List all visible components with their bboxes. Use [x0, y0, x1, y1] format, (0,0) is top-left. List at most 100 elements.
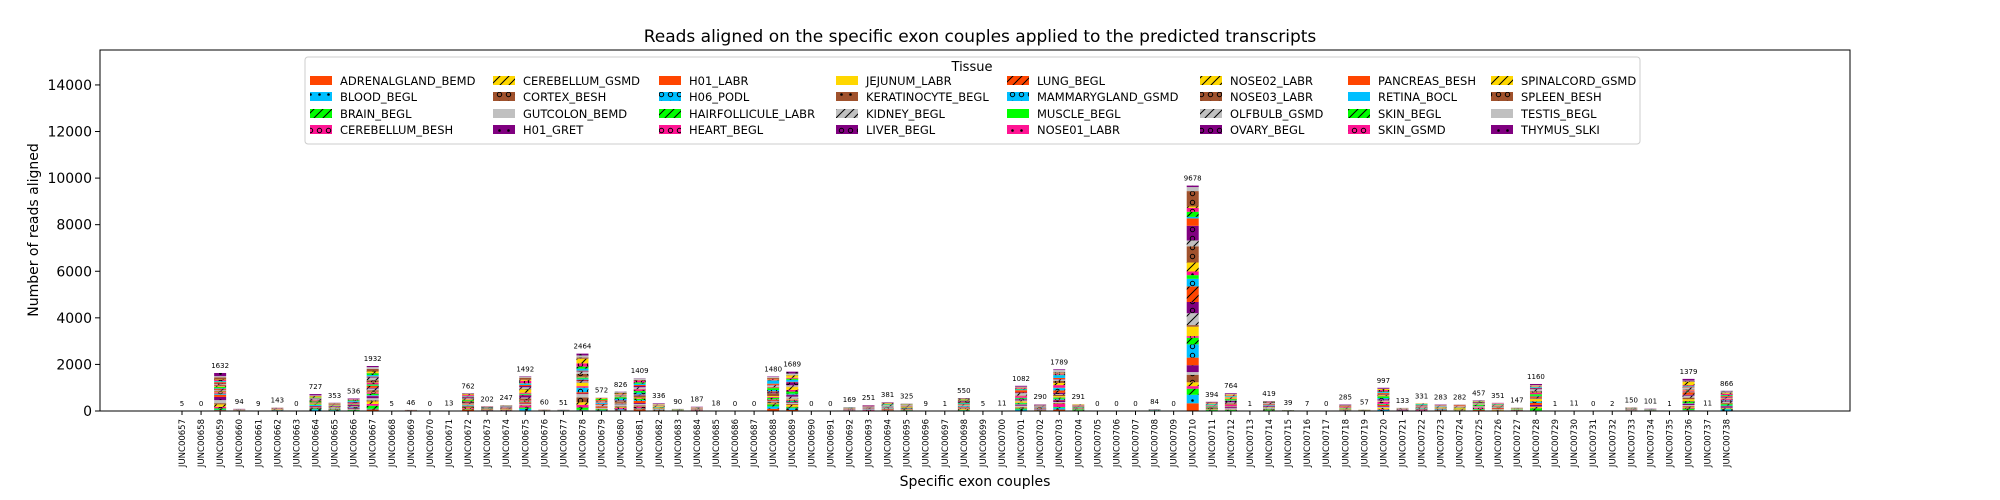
legend-swatch	[659, 109, 681, 118]
legend-title: Tissue	[951, 60, 993, 75]
bar-segment	[767, 399, 780, 401]
bar-stack	[1434, 404, 1447, 411]
bar-segment	[767, 378, 780, 380]
bar-segment	[1377, 409, 1390, 411]
x-tick-label: JUNC00667	[369, 419, 379, 468]
x-axis-label: Specific exon couples	[900, 474, 1051, 490]
legend-swatch	[310, 109, 332, 118]
bar-stack	[1377, 387, 1390, 411]
x-tick-label: JUNC00680	[617, 419, 627, 468]
bar-segment	[881, 408, 894, 410]
bar-value-label: 0	[1095, 400, 1099, 408]
legend-label: LUNG_BEGL	[1037, 74, 1106, 88]
bar-segment	[633, 408, 646, 410]
legend-entry: KIDNEY_BEGL	[836, 107, 945, 121]
bar-segment	[595, 402, 608, 404]
legend-label: SKIN_BEGL	[1378, 107, 1442, 121]
bar-segment	[576, 371, 589, 374]
bar-segment	[1720, 409, 1733, 411]
legend-entry: SKIN_BEGL	[1348, 107, 1442, 121]
bar-segment	[1053, 370, 1066, 373]
x-tick-label: JUNC00697	[941, 419, 951, 468]
bar-segment	[1053, 397, 1066, 399]
bar-segment	[1720, 391, 1733, 393]
bar-segment	[1053, 372, 1066, 374]
legend-swatch	[1491, 76, 1513, 85]
bar-segment	[519, 398, 532, 401]
bar-segment	[595, 405, 608, 407]
bar-segment	[881, 409, 894, 411]
bar-segment	[309, 404, 322, 406]
y-tick-label: 0	[83, 404, 92, 420]
bar-value-label: 202	[480, 395, 493, 403]
bar-value-label: 1632	[211, 362, 229, 370]
x-tick-label: JUNC00679	[598, 419, 608, 468]
bar-segment	[767, 403, 780, 404]
x-tick-label: JUNC00699	[979, 419, 989, 468]
bar-segment	[1015, 386, 1028, 388]
x-tick-label: JUNC00726	[1494, 419, 1504, 468]
bar-segment	[214, 400, 227, 404]
bar-segment	[1377, 406, 1390, 408]
bar-stack	[1415, 403, 1428, 411]
bar-stack	[671, 408, 684, 411]
bar-segment	[1224, 404, 1237, 407]
bar-segment	[633, 395, 646, 398]
x-tick-label: JUNC00738	[1723, 419, 1733, 468]
bar-stack	[1453, 404, 1466, 411]
bar-segment	[366, 373, 379, 376]
bar-value-label: 11	[1570, 400, 1579, 408]
x-tick-label: JUNC00737	[1704, 419, 1714, 468]
bar-segment	[214, 383, 227, 385]
bar-segment	[1205, 401, 1218, 403]
legend-swatch	[836, 109, 858, 118]
bar-value-label: 5	[180, 400, 184, 408]
bar-segment	[366, 380, 379, 383]
bar-segment	[1529, 398, 1542, 400]
bar-segment	[519, 377, 532, 380]
bar-segment	[576, 373, 589, 377]
x-tick-label: JUNC00719	[1360, 419, 1370, 468]
legend-label: H06_PODL	[689, 90, 750, 104]
bar-segment	[214, 382, 227, 384]
bar-value-label: 247	[500, 394, 513, 402]
bar-segment	[1053, 396, 1066, 398]
bar-segment	[1053, 403, 1066, 407]
x-tick-label: JUNC00665	[331, 419, 341, 468]
bar-segment	[576, 386, 589, 388]
bar-segment	[1377, 392, 1390, 394]
legend-swatch	[1007, 92, 1029, 101]
bar-segment	[767, 395, 780, 397]
legend-box	[304, 56, 1641, 145]
bar-segment	[519, 402, 532, 404]
bar-segment	[1186, 211, 1199, 217]
bar-segment	[576, 363, 589, 367]
bar-segment	[214, 390, 227, 391]
bar-segment	[1529, 396, 1542, 398]
bar-segment	[576, 353, 589, 356]
bar-segment	[462, 407, 475, 409]
legend-label: OVARY_BEGL	[1230, 123, 1305, 137]
bar-segment	[1262, 404, 1275, 405]
x-tick-label: JUNC00672	[464, 419, 474, 468]
bar-segment	[614, 401, 627, 403]
bar-segment	[595, 400, 608, 401]
bar-segment	[1053, 375, 1066, 378]
bar-segment	[633, 378, 646, 380]
legend-swatch	[1007, 125, 1029, 134]
legend-swatch	[659, 125, 681, 134]
bar-segment	[576, 379, 589, 381]
bar-segment	[1053, 377, 1066, 380]
bar-segment	[1377, 392, 1390, 393]
bar-segment	[347, 399, 360, 401]
bar-segment	[881, 403, 894, 405]
bar-segment	[576, 366, 589, 369]
bar-segment	[633, 409, 646, 411]
bar-segment	[1453, 409, 1466, 411]
bar-segment	[1529, 391, 1542, 393]
bar-segment	[1186, 301, 1199, 314]
bar-value-label: 0	[1171, 400, 1175, 408]
x-tick-label: JUNC00702	[1036, 419, 1046, 468]
bar-segment	[786, 407, 799, 409]
bar-segment	[900, 408, 913, 410]
